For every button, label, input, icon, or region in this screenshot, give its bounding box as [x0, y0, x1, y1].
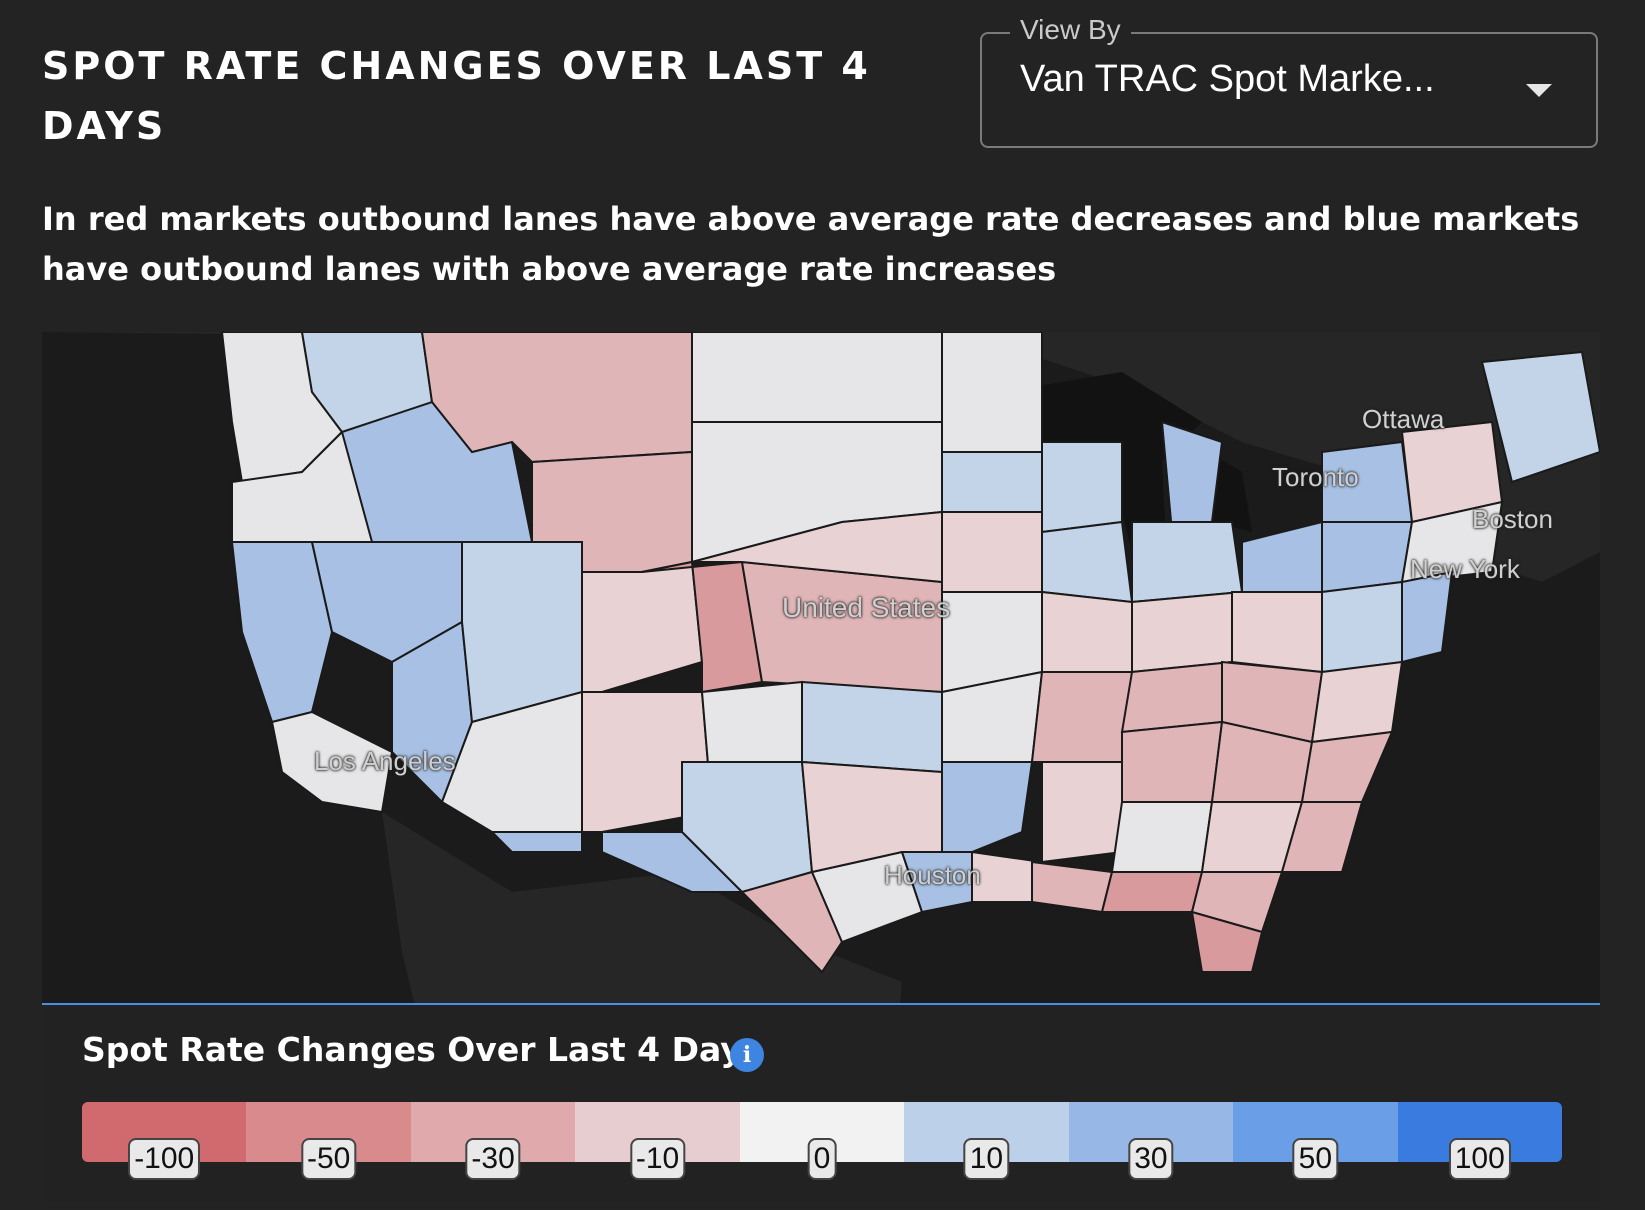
- market-region[interactable]: [941, 511, 1043, 593]
- legend-tick-label: 100: [1448, 1138, 1511, 1180]
- market-region[interactable]: [1031, 860, 1114, 914]
- map-label-united-states: United States: [782, 592, 951, 623]
- view-by-label: View By: [1010, 14, 1131, 46]
- market-region[interactable]: [1120, 660, 1234, 734]
- market-region[interactable]: [489, 831, 583, 853]
- market-region[interactable]: [1041, 761, 1123, 864]
- map-canvas[interactable]: [42, 332, 1600, 1202]
- market-region[interactable]: [1030, 671, 1134, 763]
- market-region[interactable]: [1121, 720, 1224, 803]
- market-region[interactable]: [601, 831, 745, 893]
- market-region[interactable]: [1110, 801, 1214, 873]
- legend-tick-label: -10: [629, 1138, 686, 1180]
- map-label-new-york: New York: [1410, 554, 1520, 584]
- market-region[interactable]: [1041, 520, 1134, 604]
- map-label-boston: Boston: [1472, 504, 1553, 534]
- view-by-selected-value[interactable]: Van TRAC Spot Marke...: [1020, 58, 1435, 100]
- info-icon[interactable]: i: [730, 1038, 764, 1072]
- market-region[interactable]: [1400, 500, 1504, 584]
- legend-tick-label: 50: [1292, 1138, 1339, 1180]
- legend-ticks: -100 -50 -30 -10 0 10 30 50 100: [82, 1138, 1562, 1184]
- map-label-ottawa: Ottawa: [1362, 404, 1445, 434]
- legend-tick-label: 0: [807, 1138, 837, 1180]
- map-description: In red markets outbound lanes have above…: [42, 200, 1580, 288]
- choropleth-map[interactable]: Ottawa Toronto Boston New York United St…: [42, 332, 1600, 1202]
- legend-tick-label: -50: [300, 1138, 357, 1180]
- market-region[interactable]: [1041, 441, 1123, 534]
- market-region[interactable]: [461, 541, 583, 724]
- market-region[interactable]: [1190, 910, 1264, 973]
- market-region[interactable]: [740, 560, 943, 694]
- market-region[interactable]: [941, 451, 1043, 513]
- legend-title: Spot Rate Changes Over Last 4 Days: [82, 1030, 762, 1069]
- market-region[interactable]: [801, 680, 943, 774]
- chevron-down-icon[interactable]: [1526, 84, 1552, 97]
- market-region[interactable]: [1310, 660, 1404, 744]
- canada-landmass: [42, 332, 1600, 582]
- legend-tick-label: -100: [128, 1138, 201, 1180]
- legend-divider: [42, 1003, 1600, 1005]
- market-region[interactable]: [1131, 590, 1244, 674]
- view-by-dropdown[interactable]: View By Van TRAC Spot Marke...: [980, 14, 1598, 148]
- legend-tick-label: 30: [1128, 1138, 1174, 1180]
- map-label-houston: Houston: [884, 860, 981, 890]
- market-region[interactable]: [1480, 350, 1600, 484]
- market-region[interactable]: [1041, 590, 1133, 673]
- page-title: SPOT RATE CHANGES OVER LAST 4 DAYS: [42, 44, 871, 148]
- market-region[interactable]: [1401, 570, 1454, 664]
- market-region[interactable]: [581, 691, 714, 833]
- lake-superior: [1002, 372, 1202, 462]
- legend-tick-label: 10: [963, 1138, 1010, 1180]
- market-region[interactable]: [1280, 801, 1364, 873]
- market-region[interactable]: [941, 332, 1043, 453]
- market-region[interactable]: [740, 870, 844, 974]
- market-region[interactable]: [1100, 871, 1204, 913]
- legend-tick-label: -30: [465, 1138, 521, 1180]
- market-region[interactable]: [1321, 580, 1403, 674]
- market-region[interactable]: [1160, 420, 1224, 534]
- market-region[interactable]: [691, 332, 943, 423]
- map-label-los-angeles: Los Angeles: [314, 746, 456, 776]
- market-region[interactable]: [270, 710, 394, 814]
- market-region[interactable]: [1231, 591, 1334, 674]
- market-regions[interactable]: [220, 332, 1600, 974]
- map-label-toronto: Toronto: [1272, 462, 1359, 492]
- market-region[interactable]: [1131, 521, 1244, 604]
- market-region[interactable]: [691, 510, 943, 584]
